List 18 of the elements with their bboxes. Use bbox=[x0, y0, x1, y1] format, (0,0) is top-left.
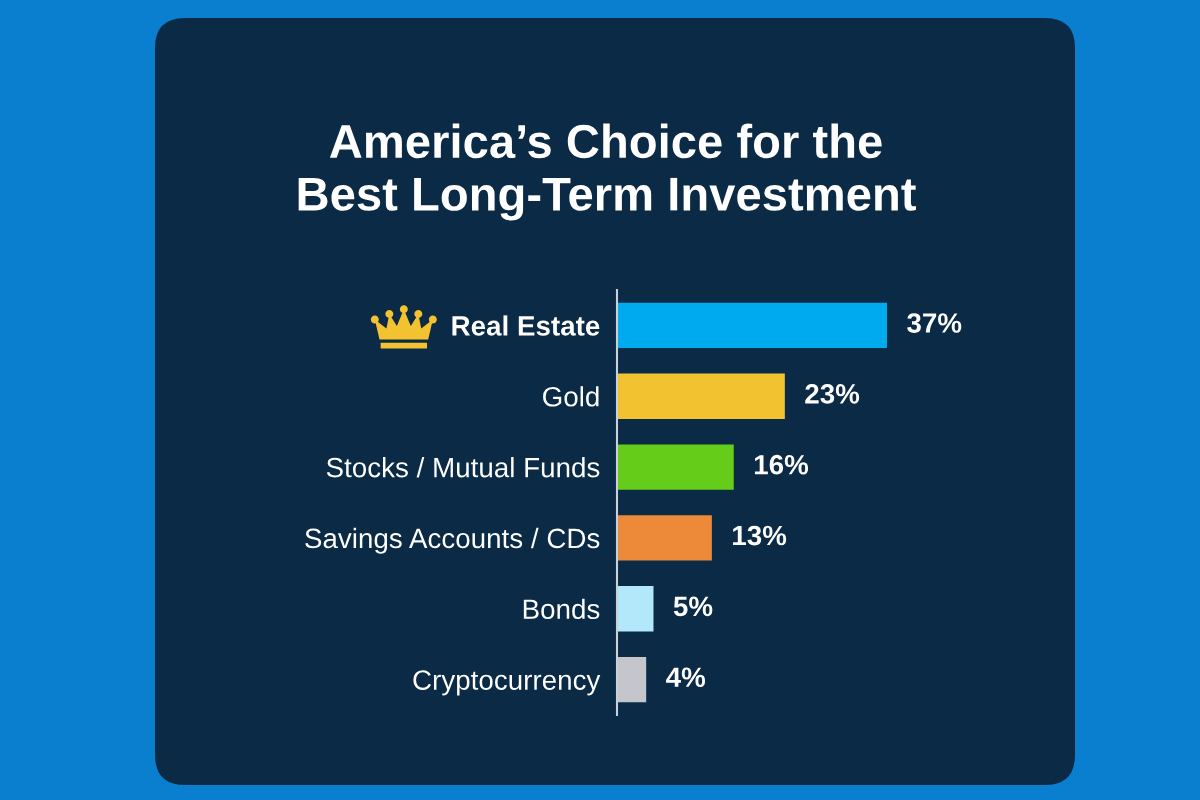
y-tick-label: Stocks / Mutual Funds bbox=[326, 457, 600, 478]
data-label: 13% bbox=[733, 525, 787, 546]
data-label: 4% bbox=[666, 667, 706, 687]
y-tick-label: Gold bbox=[543, 386, 599, 407]
bar bbox=[617, 586, 654, 632]
data-label: 16% bbox=[754, 454, 809, 475]
data-label: 37% bbox=[907, 313, 962, 333]
y-tick-label: Bonds bbox=[523, 598, 600, 620]
chart-title: America’s Choice for the Best Long-Term Investment bbox=[298, 123, 916, 221]
y-tick-label: Real Estate bbox=[452, 315, 600, 336]
bar bbox=[617, 515, 712, 561]
y-tick-label: Cryptocurrency bbox=[413, 670, 601, 696]
data-label: 23% bbox=[805, 384, 860, 404]
bar bbox=[617, 444, 734, 490]
y-tick-label: Savings Accounts / CDs bbox=[305, 527, 600, 554]
bar bbox=[617, 302, 887, 349]
data-label: 5% bbox=[673, 596, 713, 617]
bar bbox=[617, 373, 785, 419]
